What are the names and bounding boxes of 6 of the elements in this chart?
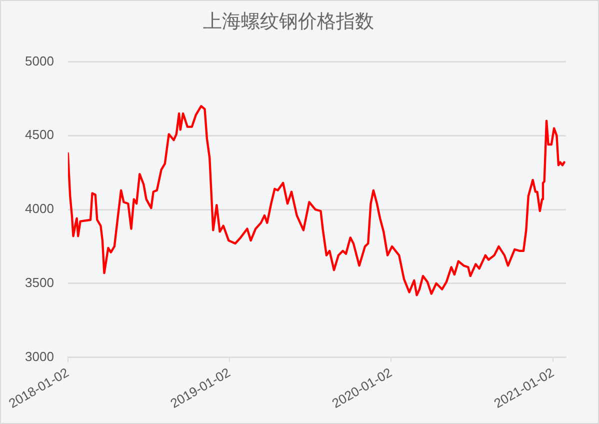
y-tick-label: 4000	[25, 201, 54, 216]
y-tick-label: 3500	[25, 274, 54, 290]
y-tick-label: 4500	[25, 127, 54, 142]
y-tick-label: 3000	[25, 348, 54, 364]
chart-title: 上海螺纹钢价格指数	[203, 10, 374, 32]
y-tick-label: 5000	[25, 53, 54, 68]
